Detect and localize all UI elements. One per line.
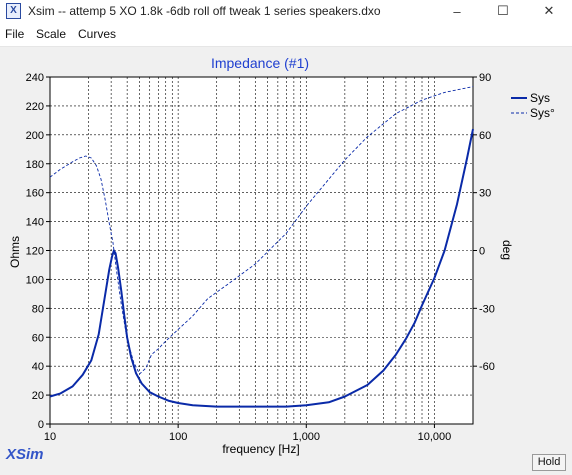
menu-curves[interactable]: Curves xyxy=(78,27,117,41)
y-tick-label: 80 xyxy=(32,303,44,315)
series-line-sys-phase xyxy=(49,86,474,375)
legend-label-sys: Sys xyxy=(530,91,550,105)
y-tick-label: 140 xyxy=(26,217,44,229)
y2-axis-ticks: 90 60 30 0 -30 -60 xyxy=(473,72,495,373)
xsim-logo: XSim xyxy=(5,446,44,463)
menu-bar: File Scale Curves xyxy=(0,22,572,47)
minimize-button[interactable]: – xyxy=(453,3,461,19)
xsim-app-icon: X xyxy=(6,3,21,19)
x-axis-label: frequency [Hz] xyxy=(222,442,299,456)
horizontal-gridlines xyxy=(50,105,473,396)
maximize-button[interactable]: ☐ xyxy=(497,3,509,18)
y-tick-label: 60 xyxy=(32,332,44,344)
y-tick-label: 40 xyxy=(32,361,44,373)
y-tick-label: 180 xyxy=(26,159,44,171)
y-axis-ticks: 0 20 40 60 80 100 120 140 160 180 200 220 240 xyxy=(26,72,50,431)
y-tick-label: 220 xyxy=(26,101,44,113)
menu-scale[interactable]: Scale xyxy=(36,27,67,41)
hold-button[interactable]: Hold xyxy=(532,454,566,471)
x-tick-label: 1,000 xyxy=(293,431,321,443)
y-axis-label: Ohms xyxy=(8,236,22,268)
y2-tick-label: -60 xyxy=(479,361,495,373)
close-button[interactable]: ✕ xyxy=(543,3,555,18)
x-tick-label: 10,000 xyxy=(418,431,452,443)
x-tick-label: 10 xyxy=(44,431,56,443)
y-tick-label: 120 xyxy=(26,246,44,258)
y2-axis-label: deg xyxy=(500,240,514,260)
y-tick-label: 240 xyxy=(26,72,44,84)
y-tick-label: 0 xyxy=(38,419,44,431)
y-tick-label: 100 xyxy=(26,274,44,286)
y-tick-label: 160 xyxy=(26,188,44,200)
legend: Sys Sys° xyxy=(511,91,555,120)
window-title: Xsim -- attemp 5 XO 1.8k -6db roll off t… xyxy=(28,4,381,18)
y2-tick-label: 30 xyxy=(479,188,491,200)
y2-tick-label: 0 xyxy=(479,246,485,258)
menu-file[interactable]: File xyxy=(5,27,25,41)
title-bar: X Xsim -- attemp 5 XO 1.8k -6db roll off… xyxy=(0,0,572,22)
series-line-sys xyxy=(49,128,474,408)
y-tick-label: 200 xyxy=(26,130,44,142)
legend-label-sys-phase: Sys° xyxy=(530,106,555,120)
y2-tick-label: 90 xyxy=(479,72,491,84)
series-layer xyxy=(49,86,474,408)
y2-tick-label: -30 xyxy=(479,303,495,315)
y-tick-label: 20 xyxy=(32,390,44,402)
y2-tick-label: 60 xyxy=(479,130,491,142)
x-tick-label: 100 xyxy=(169,431,187,443)
x-axis-ticks: 10 100 1,000 10,000 xyxy=(44,424,451,443)
chart-title: Impedance (#1) xyxy=(211,55,309,71)
